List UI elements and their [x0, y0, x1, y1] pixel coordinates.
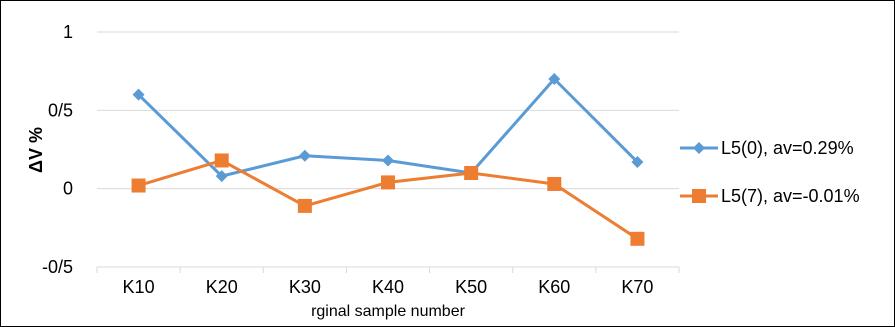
data-point-square — [297, 198, 312, 213]
legend-label: L5(0), av=0.29% — [721, 138, 854, 158]
x-tick-label: K20 — [206, 277, 238, 297]
series-group — [131, 73, 645, 246]
y-tick-label: 0 — [63, 179, 73, 199]
x-axis-label: rginal sample number — [311, 303, 466, 320]
gridlines — [97, 31, 679, 268]
y-tick-label: -0/5 — [42, 257, 73, 277]
x-tick-label: K60 — [538, 277, 570, 297]
y-tick-label: 1 — [63, 22, 73, 42]
data-point-diamond — [548, 73, 561, 85]
x-tick-label: K40 — [372, 277, 404, 297]
legend-marker-diamond — [693, 142, 705, 154]
data-point-diamond — [631, 156, 644, 169]
y-tick-label: 0/5 — [48, 100, 73, 120]
y-tick-labels: 1 0/5 0 -0/5 — [42, 22, 73, 277]
x-tick-labels: K10 K20 K30 K40 K50 K60 K70 — [123, 277, 654, 297]
y-axis-label: ΔV % — [26, 127, 46, 173]
series-line-2 — [138, 158, 639, 241]
data-point-square — [547, 176, 562, 191]
data-point-diamond — [382, 154, 394, 167]
x-tick-label: K10 — [123, 277, 155, 297]
axes — [96, 188, 680, 273]
legend: L5(0), av=0.29% L5(7), av=-0.01% — [680, 138, 860, 206]
x-tick-label: K70 — [621, 277, 653, 297]
legend-label: L5(7), av=-0.01% — [721, 186, 860, 206]
data-point-square — [464, 166, 479, 180]
data-point-diamond — [132, 88, 145, 101]
legend-marker-square — [692, 189, 706, 203]
data-point-square — [131, 178, 146, 193]
data-point-square — [381, 175, 395, 190]
data-point-diamond — [215, 170, 228, 183]
x-tick-label: K50 — [455, 277, 487, 297]
data-point-diamond — [298, 149, 311, 162]
x-tick-label: K30 — [289, 277, 321, 297]
data-point-square — [214, 153, 229, 168]
data-point-square — [630, 231, 645, 246]
